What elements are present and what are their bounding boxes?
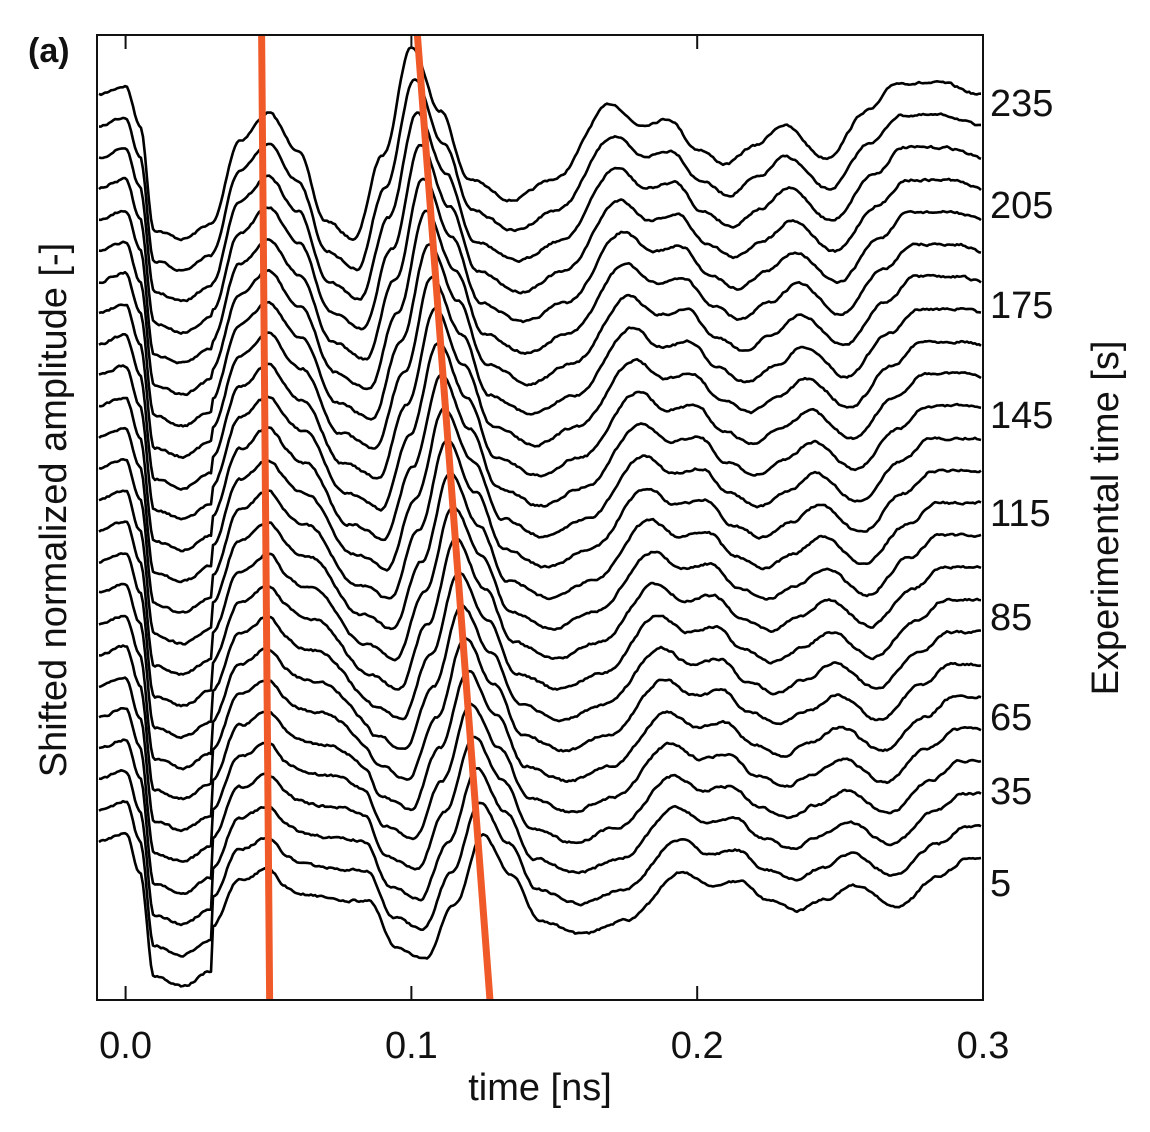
- trace-line: [98, 735, 982, 896]
- trace-line: [98, 702, 982, 863]
- x-axis-label: time [ns]: [468, 1067, 612, 1109]
- trace-line: [98, 669, 982, 833]
- trace-line: [98, 46, 981, 242]
- trace-line: [98, 604, 982, 771]
- panel-label: (a): [28, 32, 70, 70]
- trace-line: [98, 831, 982, 988]
- trace-line: [98, 306, 982, 491]
- guide-lines: [258, 34, 494, 1001]
- trace-line: [98, 275, 982, 460]
- trace-line: [98, 242, 982, 428]
- trace-line: [98, 406, 982, 584]
- x-tick-label: 0.0: [99, 1025, 152, 1067]
- right-tick-label: 35: [990, 771, 1032, 813]
- trace-line: [99, 177, 982, 365]
- right-tick-label: 115: [990, 493, 1051, 535]
- trace-line: [98, 767, 982, 927]
- trace-line: [98, 209, 982, 397]
- trace-line: [98, 799, 982, 958]
- trace-line: [98, 570, 982, 740]
- right-tick-label: 235: [990, 83, 1053, 125]
- trace-line: [98, 506, 982, 676]
- trace-line: [98, 537, 982, 708]
- y2-axis-label: Experimental time [s]: [1085, 341, 1127, 696]
- right-tick-label: 145: [990, 395, 1053, 437]
- guide-line: [413, 34, 494, 1001]
- trace-line: [98, 143, 982, 335]
- traces: [98, 46, 982, 988]
- right-tick-label: 85: [990, 597, 1032, 639]
- right-tick-label: 205: [990, 185, 1053, 227]
- right-tick-labels: 235 205 175 145 115 85 65 35 5: [990, 83, 1053, 905]
- trace-line: [98, 111, 982, 303]
- trace-line: [98, 373, 982, 553]
- right-tick-label: 175: [990, 285, 1053, 327]
- x-tick-label: 0.1: [385, 1025, 438, 1067]
- trace-line: [98, 471, 982, 646]
- plot-frame: [96, 34, 984, 1001]
- trace-line: [98, 439, 982, 614]
- x-tick-label: 0.2: [671, 1025, 724, 1067]
- guide-line: [258, 34, 274, 1001]
- trace-line: [98, 341, 982, 521]
- x-ticks: 0.0 0.1 0.2 0.3: [99, 35, 1009, 1067]
- y-axis-label: Shifted normalized amplitude [-]: [33, 243, 75, 777]
- trace-line: [99, 78, 981, 272]
- right-tick-label: 5: [990, 863, 1011, 905]
- right-tick-label: 65: [990, 697, 1032, 739]
- trace-line: [98, 636, 982, 801]
- x-tick-label: 0.3: [957, 1025, 1010, 1067]
